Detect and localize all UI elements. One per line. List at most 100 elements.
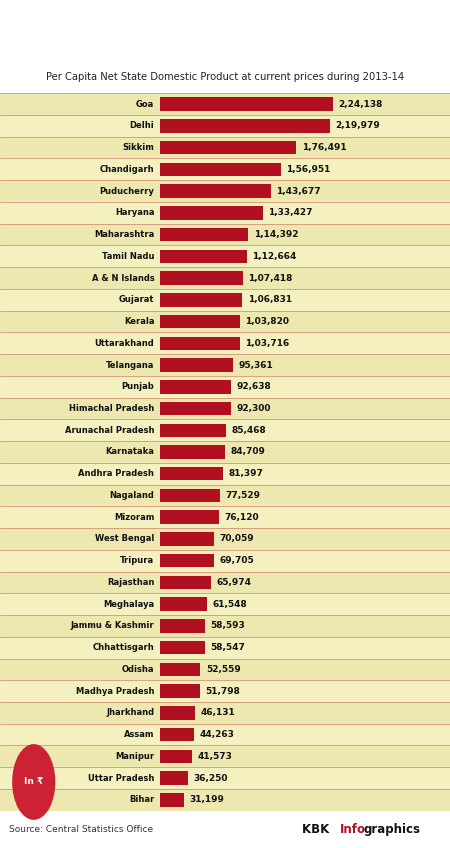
Bar — [160, 423, 226, 437]
Text: Nagaland: Nagaland — [109, 491, 154, 500]
Text: 84,709: 84,709 — [231, 448, 266, 456]
Text: 85,468: 85,468 — [231, 426, 266, 435]
Bar — [0, 115, 450, 137]
Bar — [0, 463, 450, 484]
Text: KBK: KBK — [302, 823, 333, 836]
Bar — [0, 484, 450, 506]
Bar — [0, 224, 450, 245]
Bar — [0, 789, 450, 811]
Bar — [0, 637, 450, 659]
Text: West Bengal: West Bengal — [95, 534, 154, 544]
Text: 58,593: 58,593 — [211, 622, 245, 630]
Bar — [160, 488, 220, 502]
Bar — [0, 420, 450, 441]
Text: A & N Islands: A & N Islands — [92, 274, 154, 282]
Bar — [160, 445, 225, 459]
Bar — [0, 767, 450, 789]
Bar — [160, 315, 240, 328]
Text: 1,33,427: 1,33,427 — [268, 209, 313, 217]
Text: 81,397: 81,397 — [228, 469, 263, 478]
Bar — [160, 380, 231, 393]
Text: Odisha: Odisha — [122, 665, 154, 674]
Text: Madhya Pradesh: Madhya Pradesh — [76, 687, 154, 695]
Text: 41,573: 41,573 — [197, 752, 232, 761]
Bar — [160, 467, 223, 481]
Text: Chhattisgarh: Chhattisgarh — [93, 643, 154, 652]
Bar — [0, 398, 450, 420]
Text: 36,250: 36,250 — [193, 773, 228, 783]
Text: Telangana: Telangana — [106, 360, 154, 370]
Text: Andhra Pradesh: Andhra Pradesh — [78, 469, 154, 478]
Text: Manipur: Manipur — [115, 752, 154, 761]
Text: Puducherry: Puducherry — [99, 187, 154, 196]
Text: Mizoram: Mizoram — [114, 513, 154, 522]
Text: Tripura: Tripura — [120, 556, 154, 565]
Text: 1,14,392: 1,14,392 — [253, 230, 298, 239]
Bar — [0, 289, 450, 310]
Bar — [160, 533, 214, 545]
Text: Jammu & Kashmir: Jammu & Kashmir — [71, 622, 154, 630]
Bar — [160, 662, 200, 676]
Text: 2,24,138: 2,24,138 — [338, 100, 383, 109]
Text: Uttar Pradesh: Uttar Pradesh — [88, 773, 154, 783]
Bar — [160, 359, 234, 371]
Text: 77,529: 77,529 — [225, 491, 260, 500]
Text: Jharkhand: Jharkhand — [106, 708, 154, 717]
Bar — [160, 271, 243, 285]
Bar — [0, 93, 450, 115]
Bar — [160, 793, 184, 806]
Bar — [0, 550, 450, 572]
Text: 46,131: 46,131 — [201, 708, 235, 717]
Bar — [0, 723, 450, 745]
Bar — [160, 510, 219, 524]
Text: 95,361: 95,361 — [239, 360, 274, 370]
Text: Punjab: Punjab — [122, 382, 154, 391]
Bar — [0, 594, 450, 615]
Bar — [0, 702, 450, 723]
Text: 1,56,951: 1,56,951 — [287, 165, 331, 174]
Bar — [160, 228, 248, 242]
Bar — [0, 506, 450, 528]
Text: 65,974: 65,974 — [216, 578, 251, 587]
Text: 58,547: 58,547 — [211, 643, 245, 652]
Text: 1,43,677: 1,43,677 — [276, 187, 321, 196]
Bar — [0, 310, 450, 332]
Bar — [0, 137, 450, 159]
Text: 1,07,418: 1,07,418 — [248, 274, 292, 282]
Text: Maharashtra: Maharashtra — [94, 230, 154, 239]
Bar — [160, 184, 271, 198]
Text: 1,12,664: 1,12,664 — [252, 252, 297, 261]
Bar — [0, 528, 450, 550]
Bar — [0, 745, 450, 767]
Bar — [160, 619, 205, 633]
Text: Bihar: Bihar — [129, 795, 154, 804]
Bar — [160, 249, 247, 263]
Text: Kerala: Kerala — [124, 317, 154, 326]
Text: 61,548: 61,548 — [213, 600, 248, 609]
Text: Tamil Nadu: Tamil Nadu — [102, 252, 154, 261]
Text: 1,03,820: 1,03,820 — [245, 317, 289, 326]
Text: Chandigarh: Chandigarh — [100, 165, 154, 174]
Bar — [0, 159, 450, 181]
Bar — [0, 680, 450, 702]
Text: Meghalaya: Meghalaya — [103, 600, 154, 609]
Text: 1,03,716: 1,03,716 — [245, 339, 289, 348]
Bar — [160, 728, 194, 741]
Text: Per Capita Net State Domestic Product at current prices during 2013-14: Per Capita Net State Domestic Product at… — [46, 72, 404, 82]
Bar — [160, 706, 195, 720]
Text: graphics: graphics — [364, 823, 421, 836]
Text: Rajasthan: Rajasthan — [107, 578, 154, 587]
Text: 70,059: 70,059 — [219, 534, 254, 544]
Text: Himachal Pradesh: Himachal Pradesh — [69, 404, 154, 413]
Bar — [160, 337, 240, 350]
Text: 31,199: 31,199 — [189, 795, 224, 804]
Text: 92,300: 92,300 — [237, 404, 271, 413]
Bar — [160, 163, 281, 176]
Text: 69,705: 69,705 — [219, 556, 254, 565]
Text: Gujarat: Gujarat — [119, 295, 154, 304]
Bar — [0, 181, 450, 202]
Text: 2,19,979: 2,19,979 — [335, 121, 380, 131]
Bar — [0, 376, 450, 398]
Bar — [160, 120, 330, 132]
Bar — [160, 772, 188, 784]
